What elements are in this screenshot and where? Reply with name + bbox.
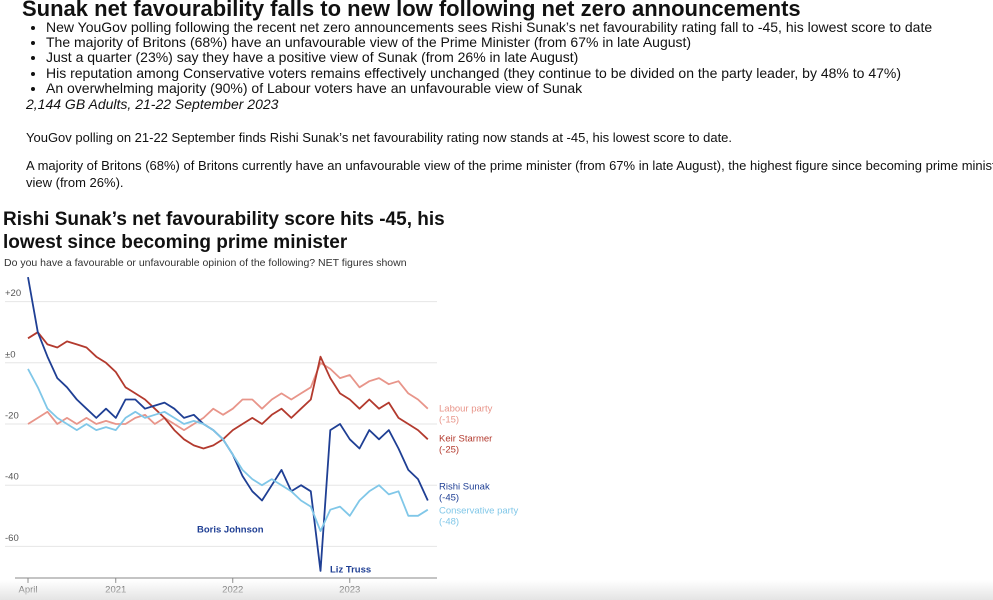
y-tick-label: ±0 xyxy=(5,349,16,360)
y-tick-label: -40 xyxy=(5,472,19,483)
series-end-label: (-25) xyxy=(439,445,459,456)
y-tick-label: -20 xyxy=(5,411,19,422)
series-line xyxy=(27,361,429,431)
series-label: Keir Starmer xyxy=(439,434,492,445)
bullet: An overwhelming majority (90%) of Labour… xyxy=(46,80,932,96)
bullet: The majority of Britons (68%) have an un… xyxy=(46,35,932,50)
y-tick-label: +20 xyxy=(5,288,21,299)
bullet: New YouGov polling following the recent … xyxy=(46,19,932,35)
annotation: Liz Truss xyxy=(330,565,371,576)
page-title: Sunak net favourability falls to new low… xyxy=(22,0,801,21)
series-label: Conservative party xyxy=(439,506,518,517)
bullet: Just a quarter (23%) say they have a pos… xyxy=(46,50,932,65)
scroll-fade xyxy=(0,580,993,600)
paragraph-line: A majority of Britons (68%) of Britons c… xyxy=(26,158,993,173)
annotation: Boris Johnson xyxy=(197,525,264,536)
paragraph-line: view (from 26%). xyxy=(26,175,124,190)
chart-title: Rishi Sunak’s net favourability score hi… xyxy=(3,209,445,253)
series-label: Rishi Sunak xyxy=(439,482,490,493)
paragraph: YouGov polling on 21-22 September finds … xyxy=(26,129,993,146)
series-end-label: (-48) xyxy=(439,517,459,528)
bullet-list: New YouGov polling following the recent … xyxy=(28,19,932,96)
series-end-label: (-45) xyxy=(439,493,459,504)
paragraph-line: YouGov polling on 21-22 September finds … xyxy=(26,130,733,145)
chart-subtitle: Do you have a favourable or unfavourable… xyxy=(4,257,407,269)
paragraph: A majority of Britons (68%) of Britons c… xyxy=(26,157,993,191)
chart: +20±0-20-40-60April202120222023Labour pa… xyxy=(5,276,518,596)
bullet: His reputation among Conservative voters… xyxy=(46,65,932,81)
sample-note: 2,144 GB Adults, 21-22 September 2023 xyxy=(26,96,279,112)
series-end-label: (-15) xyxy=(439,415,459,426)
series-label: Labour party xyxy=(439,404,493,415)
series-line xyxy=(27,368,429,532)
series-line xyxy=(27,331,429,450)
y-tick-label: -60 xyxy=(5,533,19,544)
